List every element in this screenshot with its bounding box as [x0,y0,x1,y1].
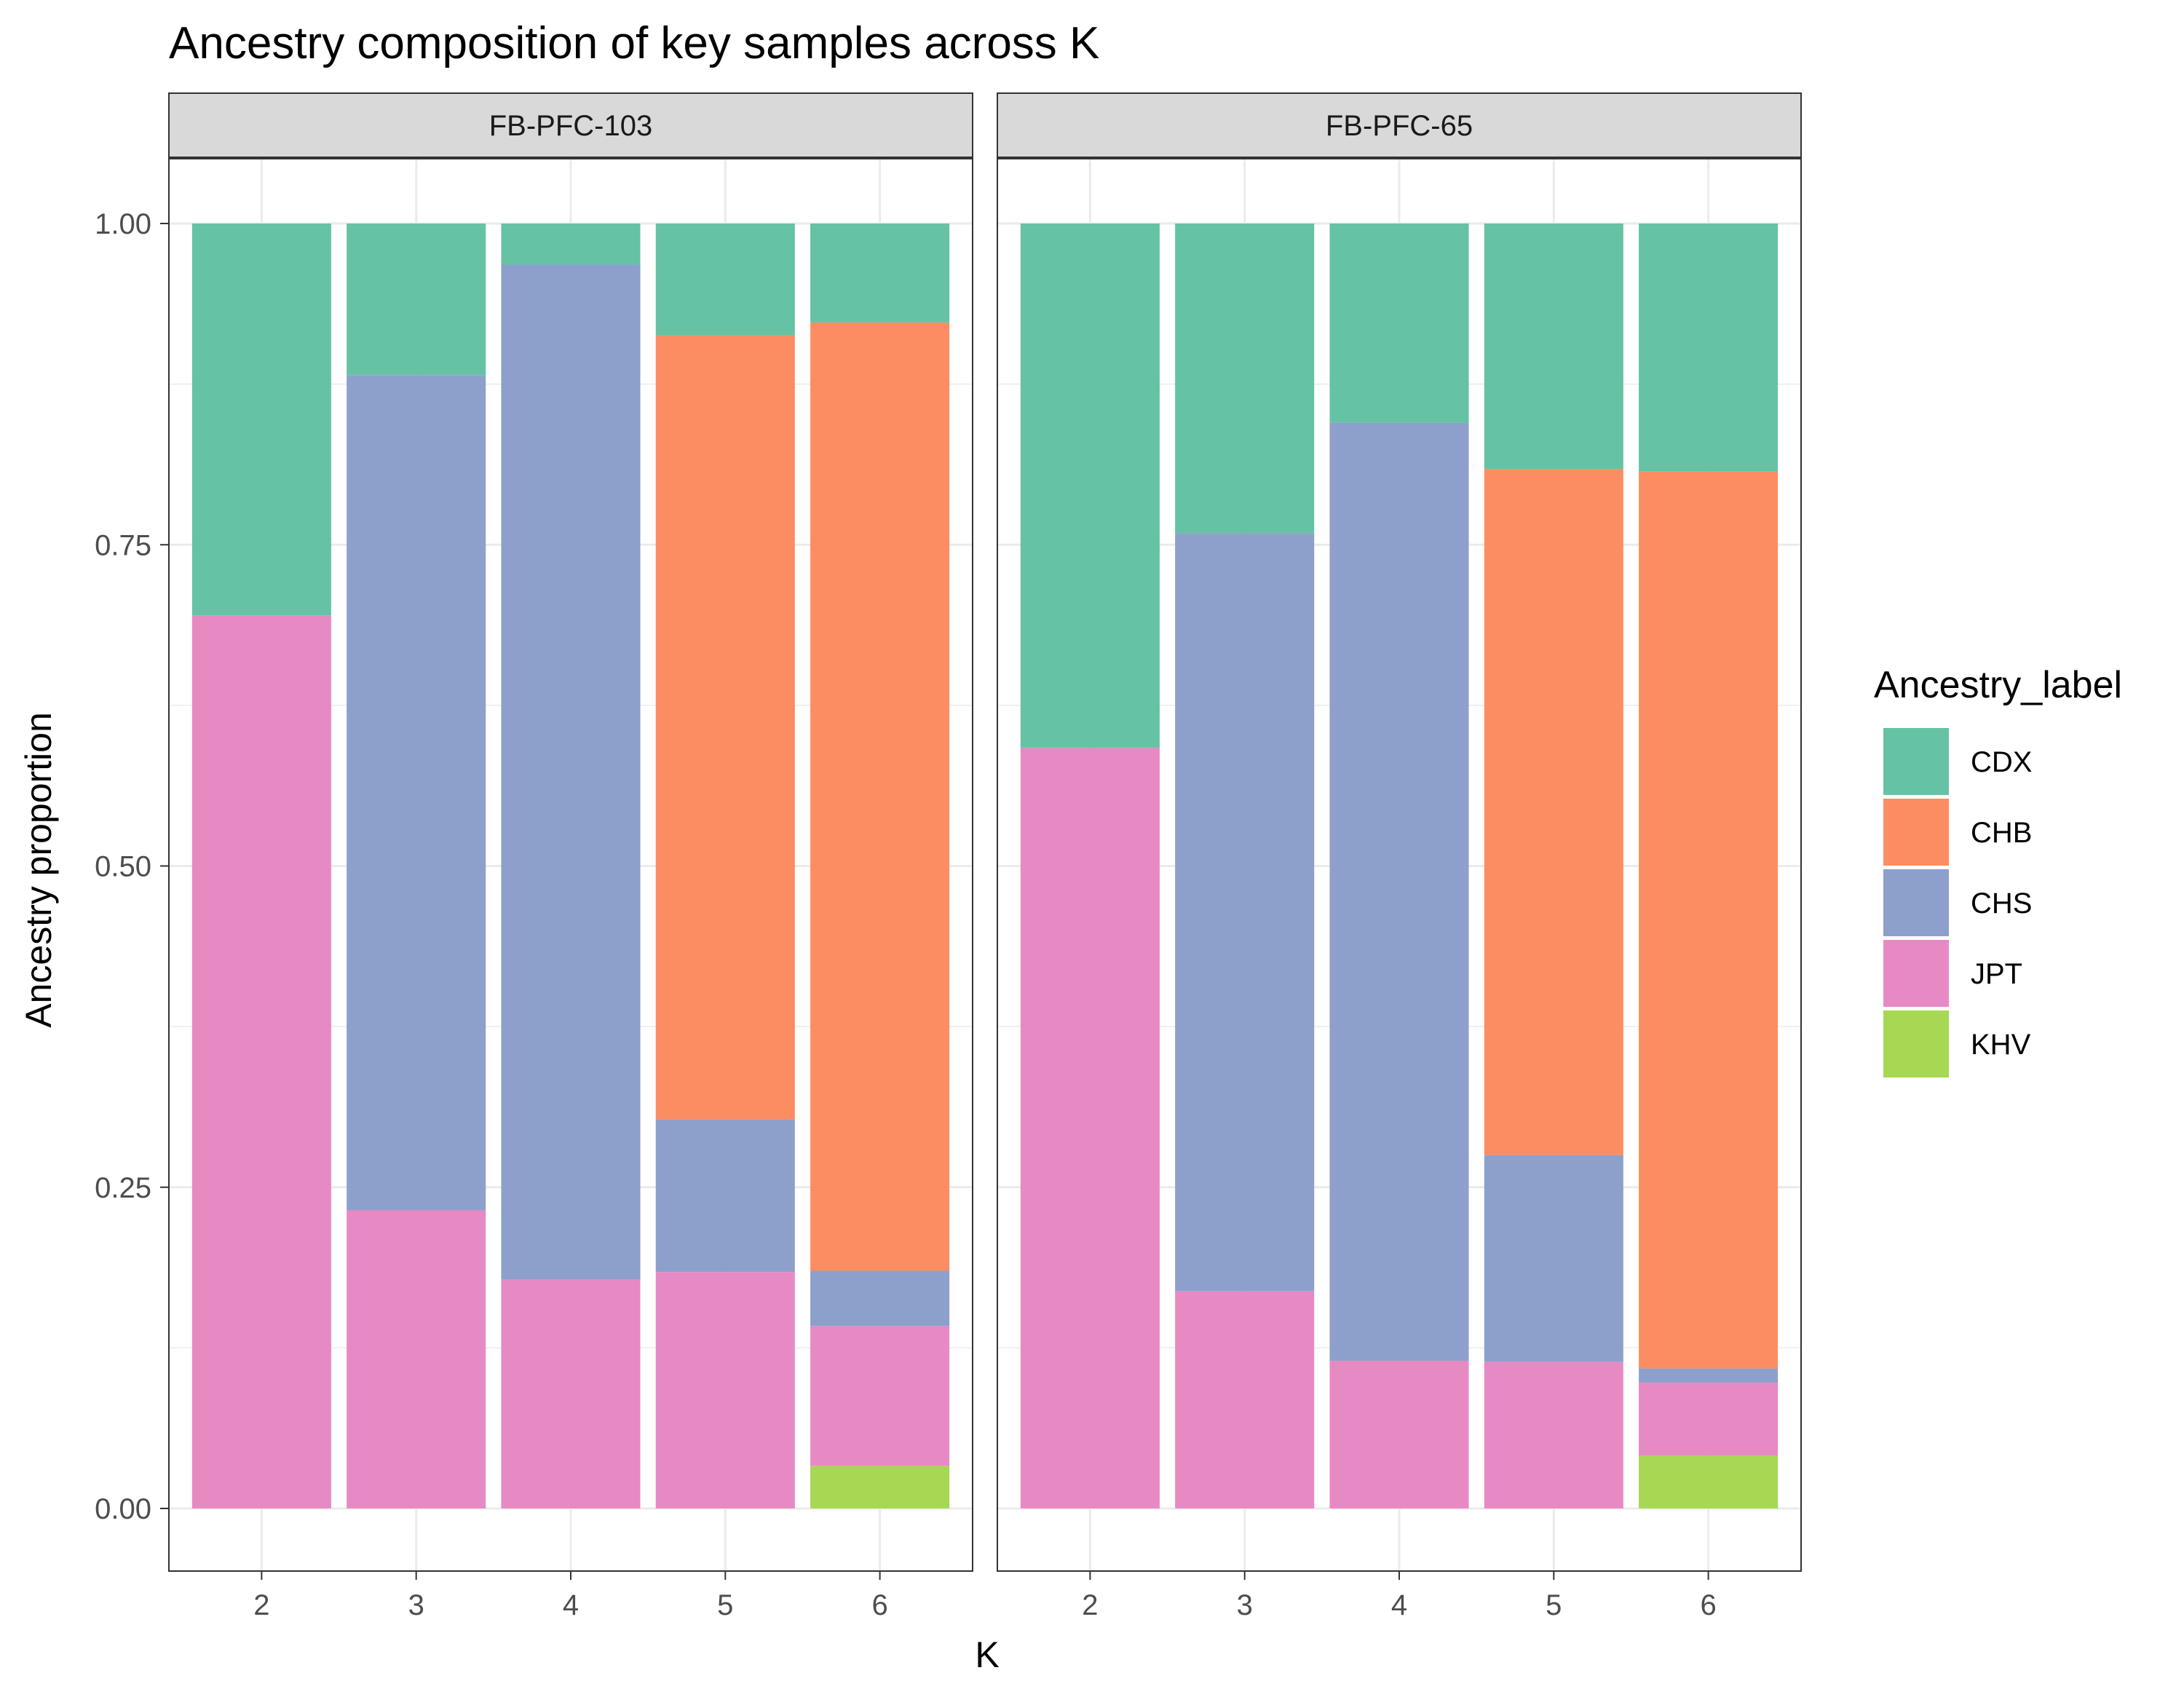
legend-title: Ancestry_label [1874,664,2122,706]
panel-fb-pfc-65: FB-PFC-65 2 3 4 5 6 [997,92,1802,1621]
bar-segment-jpt-k5 [1484,1361,1623,1508]
bar-segment-cdx-k2 [1020,224,1160,748]
x-tick-label: 3 [408,1589,424,1621]
legend-label: JPT [1971,958,2022,990]
legend-item-khv: KHV [1883,1010,2031,1077]
bar-segment-cdx-k3 [1175,224,1315,534]
bar-segment-cdx-k6 [1639,224,1779,472]
facet-strip-label: FB-PFC-103 [489,110,653,142]
legend-item-chs: CHS [1883,869,2032,936]
bar-segment-chs-k5 [1484,1155,1623,1362]
legend-label: KHV [1971,1029,2031,1061]
bar-segment-khv-k6 [810,1465,950,1508]
bar-segment-cdx-k6 [810,224,950,323]
bar-segment-cdx-k5 [1484,224,1623,470]
legend-label: CHS [1971,887,2032,919]
x-tick-label: 6 [1700,1589,1716,1621]
legend-swatch [1883,869,1949,936]
bar-segment-cdx-k4 [501,224,641,265]
bar-segment-chs-k4 [501,264,641,1280]
bar-segment-jpt-k2 [1020,748,1160,1508]
x-axis-title: K [975,1634,999,1675]
bar-segment-jpt-k4 [501,1279,641,1508]
y-tick-label: 0.00 [95,1493,151,1525]
legend-label: CDX [1971,746,2032,778]
bar-segment-chb-k5 [1484,469,1623,1155]
legend-swatch [1883,1010,1949,1077]
y-tick-label: 0.50 [95,851,151,883]
x-tick-label: 2 [253,1589,269,1621]
bar-segment-cdx-k5 [655,224,795,336]
y-tick-label: 0.25 [95,1172,151,1204]
bar-segment-chs-k3 [1175,533,1315,1292]
legend-item-jpt: JPT [1883,940,2022,1007]
bar-segment-cdx-k2 [191,224,331,616]
legend-swatch [1883,728,1949,795]
x-tick-label: 4 [1391,1589,1407,1621]
bar-segment-cdx-k3 [347,224,486,376]
bar-segment-jpt-k6 [1639,1383,1779,1456]
facet-strip [168,92,973,158]
bar-segment-cdx-k4 [1329,224,1469,423]
chart-title: Ancestry composition of key samples acro… [169,18,1099,68]
facet-strip [997,92,1802,158]
bars [1020,224,1779,1508]
x-tick-label: 2 [1082,1589,1098,1621]
bar-segment-chs-k4 [1329,422,1469,1361]
bar-segment-chb-k5 [655,335,795,1120]
legend-swatch [1883,940,1949,1007]
legend: Ancestry_label CDX CHB CHS JPT KHV [1874,664,2122,1077]
y-tick-label: 1.00 [95,208,151,240]
bar-segment-jpt-k5 [655,1272,795,1508]
bar-segment-chs-k6 [1639,1368,1779,1383]
legend-swatch [1883,799,1949,866]
bars [191,224,950,1509]
y-axis-title: Ancestry proportion [18,712,59,1028]
facet-strip-label: FB-PFC-65 [1326,110,1473,142]
bar-segment-jpt-k3 [1175,1291,1315,1508]
legend-label: CHB [1971,817,2032,849]
x-tick-label: 3 [1237,1589,1253,1621]
bar-segment-khv-k6 [1639,1455,1779,1508]
bar-segment-chb-k6 [810,322,950,1271]
bar-segment-chb-k6 [1639,471,1779,1369]
y-tick-label: 0.75 [95,529,151,561]
bar-segment-chs-k3 [347,375,486,1211]
x-tick-label: 6 [871,1589,887,1621]
panel-fb-pfc-103: FB-PFC-103 2 3 4 5 6 [168,92,973,1621]
x-tick-label: 4 [563,1589,579,1621]
bar-segment-jpt-k3 [347,1210,486,1508]
bar-segment-jpt-k2 [191,615,331,1509]
x-tick-label: 5 [717,1589,733,1621]
bar-segment-chs-k5 [655,1119,795,1273]
bar-segment-jpt-k4 [1329,1361,1469,1508]
legend-item-chb: CHB [1883,799,2032,866]
y-axis: 0.00 0.25 0.50 0.75 1.00 [95,208,169,1525]
legend-item-cdx: CDX [1883,728,2032,795]
x-tick-label: 5 [1546,1589,1562,1621]
facet-panels: FB-PFC-103 2 3 4 5 6 FB-PFC-65 2 3 4 5 6 [168,92,1802,1621]
bar-segment-jpt-k6 [810,1326,950,1466]
bar-segment-chs-k6 [810,1270,950,1326]
